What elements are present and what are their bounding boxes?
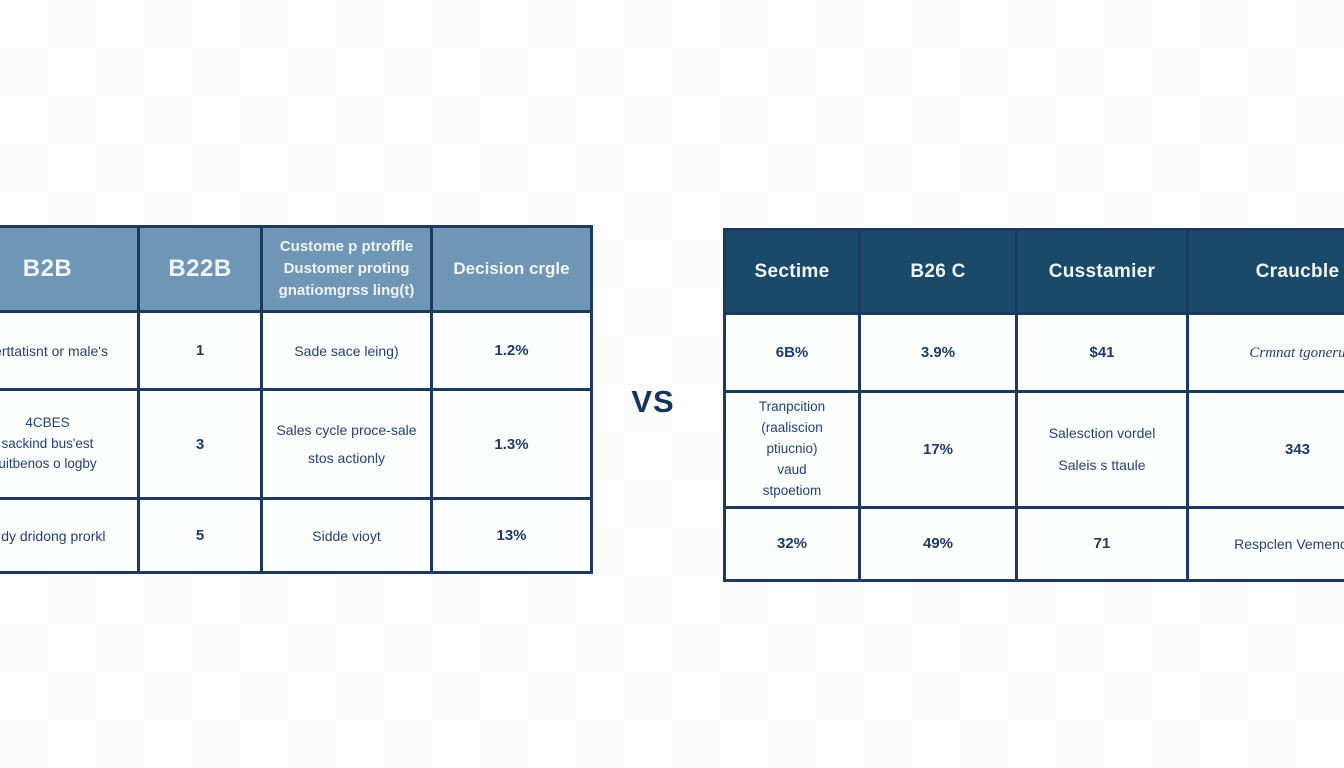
table-cell: 17% xyxy=(858,390,1018,509)
cell-text: Respclen Vemenccy xyxy=(1234,535,1344,552)
b2c-header-cell: Cusstamier xyxy=(1015,228,1189,315)
b2b-header-row: B2B B22B Custome p ptroffle Dustomer pro… xyxy=(0,225,593,313)
table-cell: 13% xyxy=(430,497,593,574)
table-row: 4CBES sackind bus'est uitbenos o logby 3… xyxy=(0,388,593,500)
table-cell: Sales cycle proce-sale stos actionly xyxy=(260,388,433,500)
table-row: 6B% 3.9% $41 Crmnat tgoneru xyxy=(723,312,1344,393)
table-cell: 343 xyxy=(1186,390,1344,509)
cell-value: 1.2% xyxy=(494,342,529,359)
b2b-header-label: Custome p ptroffle Dustomer proting gnat… xyxy=(278,238,415,299)
table-cell: Salesction vordel Saleis s ttaule xyxy=(1015,390,1189,509)
cell-value: 3 xyxy=(195,435,205,453)
table-cell: n dy dridong prorkl xyxy=(0,497,140,574)
table-cell: 5 xyxy=(137,497,263,574)
b2b-table: B2B B22B Custome p ptroffle Dustomer pro… xyxy=(0,225,593,574)
b2c-header-cell: Sectime xyxy=(723,228,861,315)
cell-value: 1 xyxy=(195,342,205,359)
cell-value: 3.9% xyxy=(920,344,956,361)
table-cell: 32% xyxy=(723,505,861,582)
b2c-header-label: Craucble xyxy=(1255,260,1340,282)
table-row: 32% 49% 71 Respclen Vemenccy xyxy=(723,505,1344,582)
cell-text: Sidde vioyt xyxy=(312,527,381,544)
b2c-header-cell: Craucble xyxy=(1186,228,1344,315)
table-cell: 1.2% xyxy=(430,310,593,391)
table-cell: Sade sace leing) xyxy=(260,310,433,391)
b2b-header-cell: Decision crgle xyxy=(430,225,593,313)
table-row: n dy dridong prorkl 5 Sidde vioyt 13% xyxy=(0,497,593,574)
table-cell: serttatisnt or male's xyxy=(0,310,140,391)
b2b-header-label: B2B xyxy=(22,255,73,282)
b2c-header-row: Sectime B26 C Cusstamier Craucble xyxy=(723,228,1344,315)
table-cell: Sidde vioyt xyxy=(260,497,433,574)
table-cell: 1.3% xyxy=(430,388,593,500)
cell-value: 49% xyxy=(922,535,954,553)
table-cell: 3.9% xyxy=(858,312,1018,393)
table-row: serttatisnt or male's 1 Sade sace leing)… xyxy=(0,310,593,391)
b2b-header-label: Decision crgle xyxy=(453,259,570,278)
table-cell: Respclen Vemenccy xyxy=(1186,505,1344,582)
cell-text: n dy dridong prorkl xyxy=(0,527,106,544)
table-row: Tranpcition (raaliscion ptiucnio) vaud s… xyxy=(723,390,1344,509)
cell-value: 17% xyxy=(922,440,954,458)
cell-value: 32% xyxy=(776,535,808,553)
b2b-header-cell: B22B xyxy=(137,225,263,313)
table-cell: $41 xyxy=(1015,312,1189,393)
table-cell: Tranpcition (raaliscion ptiucnio) vaud s… xyxy=(723,390,861,509)
table-cell: 49% xyxy=(858,505,1018,582)
table-cell: 1 xyxy=(137,310,263,391)
b2c-header-label: Cusstamier xyxy=(1048,260,1156,282)
b2b-header-cell: B2B xyxy=(0,225,140,313)
cell-value: 343 xyxy=(1284,440,1311,458)
cell-value: 13% xyxy=(496,527,527,544)
table-cell: 3 xyxy=(137,388,263,500)
table-cell: 6B% xyxy=(723,312,861,393)
b2c-header-cell: B26 C xyxy=(858,228,1018,315)
cell-value: 5 xyxy=(195,527,205,544)
b2c-header-label: Sectime xyxy=(754,260,830,282)
table-cell: 4CBES sackind bus'est uitbenos o logby xyxy=(0,388,140,500)
cell-value: $41 xyxy=(1089,344,1115,361)
cell-text: Sade sace leing) xyxy=(294,342,399,359)
b2b-header-cell: Custome p ptroffle Dustomer proting gnat… xyxy=(260,225,433,313)
b2c-table: Sectime B26 C Cusstamier Craucble 6B% 3.… xyxy=(723,228,1344,582)
vs-label: VS xyxy=(631,384,675,419)
cell-text: 4CBES sackind bus'est uitbenos o logby xyxy=(0,414,97,472)
table-cell: Crmnat tgoneru xyxy=(1186,312,1344,393)
cell-value: 71 xyxy=(1093,535,1111,553)
b2c-header-label: B26 C xyxy=(910,260,966,282)
cell-value: 1.3% xyxy=(494,435,529,453)
cell-text: Tranpcition (raaliscion ptiucnio) vaud s… xyxy=(758,399,826,498)
cell-text: Sales cycle proce-sale stos actionly xyxy=(276,422,417,466)
cell-text: serttatisnt or male's xyxy=(0,342,108,359)
b2b-header-label: B22B xyxy=(168,255,232,282)
table-cell: 71 xyxy=(1015,505,1189,582)
cell-value: 6B% xyxy=(775,344,809,361)
cell-text: Salesction vordel Saleis s ttaule xyxy=(1048,425,1156,474)
cell-text: Crmnat tgoneru xyxy=(1249,344,1344,361)
